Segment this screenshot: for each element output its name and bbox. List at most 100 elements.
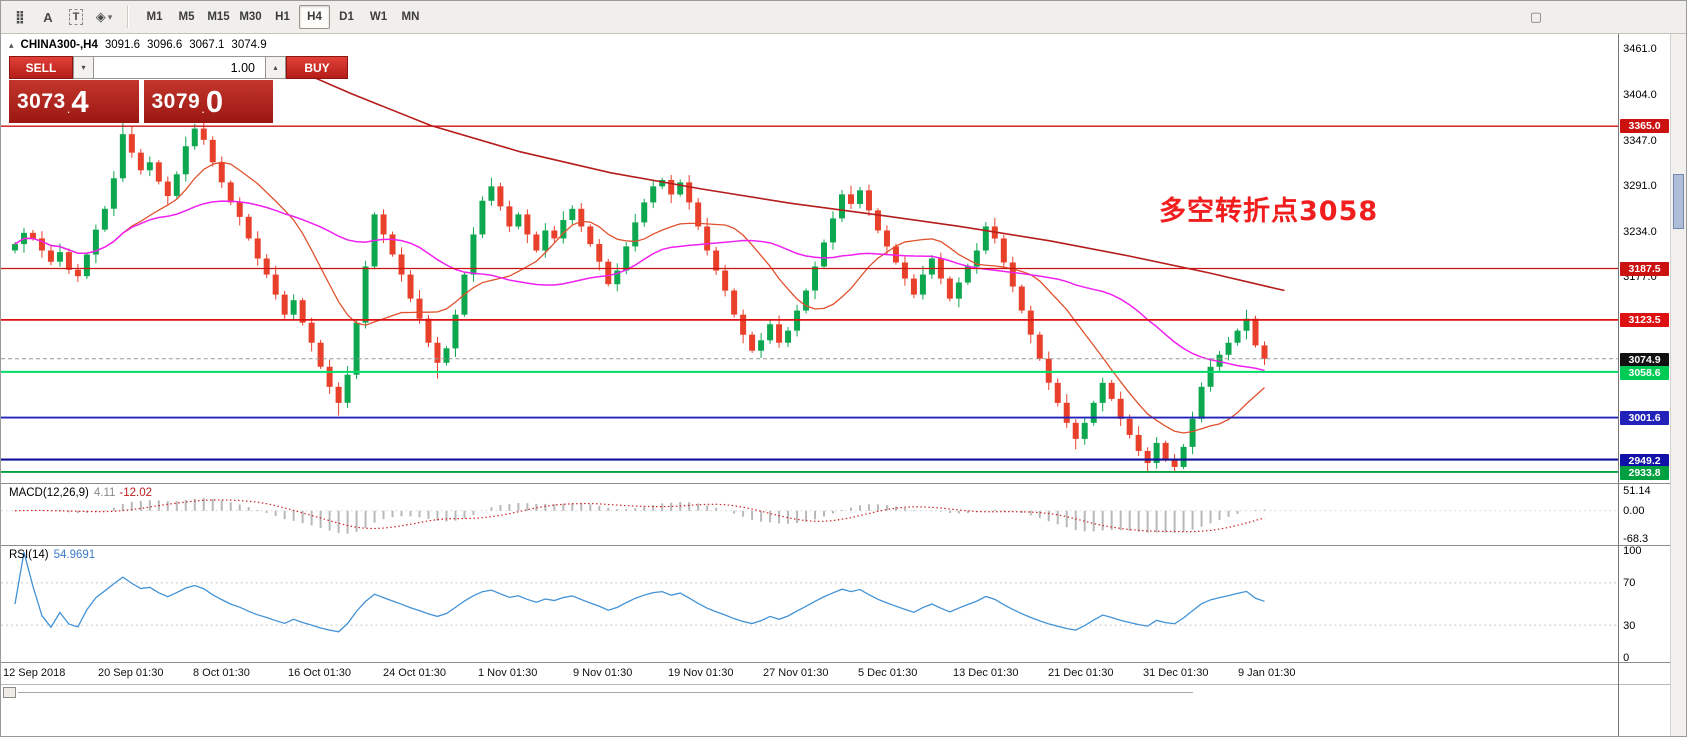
decimal-separator: .	[201, 101, 205, 116]
rsi-value: 54.9691	[54, 549, 96, 561]
price-axis-label: 3347.0	[1623, 135, 1657, 147]
time-axis-label: 31 Dec 01:30	[1143, 667, 1208, 679]
timeframe-mn-button[interactable]: MN	[395, 5, 426, 29]
time-axis-label: 1 Nov 01:30	[478, 667, 537, 679]
chevron-up-icon: ▴	[273, 63, 277, 72]
price-axis-main: 3461.03404.03347.03291.03234.03177.03365…	[1619, 34, 1670, 484]
volume-decrease-button[interactable]: ▾	[73, 56, 94, 79]
hscroll-thumb[interactable]	[3, 687, 16, 698]
price-badge: 3058.6	[1620, 366, 1669, 380]
time-axis-label: 21 Dec 01:30	[1048, 667, 1113, 679]
quote-high: 3096.6	[147, 39, 182, 51]
rsi-canvas[interactable]	[1, 546, 1618, 662]
timeframe-m15-button[interactable]: M15	[203, 5, 234, 29]
price-axis-label: 3461.0	[1623, 43, 1657, 55]
timeframe-h4-button[interactable]: H4	[299, 5, 330, 29]
macd-main-value: 4.11	[94, 487, 116, 499]
decimal-separator: .	[67, 101, 71, 116]
quote-bar: ▴ CHINA300-,H4 3091.6 3096.6 3067.1 3074…	[9, 39, 267, 51]
rsi-axis-label: 70	[1623, 577, 1635, 589]
price-axis-label: 3291.0	[1623, 180, 1657, 192]
macd-axis-label: -68.3	[1623, 533, 1648, 545]
text-tool-icon: T	[69, 9, 84, 25]
buy-price-display[interactable]: 3079.0	[144, 80, 274, 123]
mt4-window: ⣿AT◈▾ M1M5M15M30H1H4D1W1MN ▢ ▴ CHINA300-…	[0, 0, 1687, 737]
volume-input[interactable]	[94, 56, 265, 79]
macd-canvas[interactable]	[1, 484, 1618, 545]
rsi-panel: RSI(14)54.9691	[1, 546, 1618, 663]
label-a-icon-button[interactable]: A	[35, 5, 61, 29]
timeframes-toolbar: M1M5M15M30H1H4D1W1MN	[139, 5, 426, 29]
timeframe-m5-button[interactable]: M5	[171, 5, 202, 29]
buy-price-big-digit: 0	[206, 88, 223, 116]
price-badge: 3001.6	[1620, 411, 1669, 425]
time-axis-label: 13 Dec 01:30	[953, 667, 1018, 679]
macd-signal-value: -12.02	[119, 487, 152, 499]
rsi-axis: 100 70 30 0	[1619, 546, 1670, 663]
quote-close: 3074.9	[231, 39, 266, 51]
slow-ma-line	[15, 201, 1265, 370]
quote-open: 3091.6	[105, 39, 140, 51]
toolbar: ⣿ A T ◈▾ M1M5M15M30H1H4D1W1MN ▢	[1, 1, 1686, 34]
line-studies-toolbar: ⣿ A T ◈▾	[7, 5, 117, 29]
macd-axis: 51.140.00-68.3	[1619, 484, 1670, 546]
fast-ma-line	[15, 162, 1265, 433]
macd-axis-label: 0.00	[1623, 505, 1644, 517]
time-axis-label: 19 Nov 01:30	[668, 667, 733, 679]
rsi-axis-label: 100	[1623, 545, 1641, 557]
label-a-icon: A	[43, 10, 52, 25]
dashed-box-icon[interactable]: ▢	[1530, 9, 1542, 25]
time-axis-label: 5 Dec 01:30	[858, 667, 917, 679]
chart-plots: ▴ CHINA300-,H4 3091.6 3096.6 3067.1 3074…	[1, 34, 1618, 737]
vscroll-thumb[interactable]	[1673, 174, 1684, 229]
macd-panel: MACD(12,26,9)4.11-12.02	[1, 484, 1618, 546]
rsi-axis-label: 0	[1623, 652, 1629, 664]
macd-label: MACD(12,26,9)4.11-12.02	[9, 487, 152, 499]
toolbar-separator	[127, 6, 129, 28]
collapse-arrow-icon[interactable]: ▴	[9, 40, 14, 51]
price-badge: 2933.8	[1620, 466, 1669, 480]
sell-price-int: 3073	[17, 90, 66, 114]
grid-pattern-icon-button[interactable]: ⣿	[7, 5, 33, 29]
text-tool-icon-button[interactable]: T	[63, 5, 89, 29]
symbol-period-label: CHINA300-,H4	[21, 39, 98, 51]
price-badge: 3187.5	[1620, 262, 1669, 276]
price-axis: 3461.03404.03347.03291.03234.03177.03365…	[1618, 34, 1670, 737]
sell-price-big-digit: 4	[71, 88, 88, 116]
price-badge: 3123.5	[1620, 313, 1669, 327]
time-axis[interactable]: 12 Sep 201820 Sep 01:308 Oct 01:3016 Oct…	[1, 663, 1618, 685]
timeframe-m30-button[interactable]: M30	[235, 5, 266, 29]
timeframe-w1-button[interactable]: W1	[363, 5, 394, 29]
rsi-line	[15, 552, 1265, 631]
shapes-tool-icon-button[interactable]: ◈▾	[91, 5, 117, 29]
rsi-label: RSI(14)54.9691	[9, 549, 95, 561]
shapes-tool-icon: ◈	[96, 9, 106, 25]
time-axis-label: 24 Oct 01:30	[383, 667, 446, 679]
price-axis-label: 3404.0	[1623, 89, 1657, 101]
time-axis-label: 20 Sep 01:30	[98, 667, 163, 679]
chevron-down-icon: ▾	[81, 63, 85, 72]
sell-button[interactable]: SELL	[9, 56, 73, 79]
macd-histogram	[15, 498, 1265, 534]
time-axis-label: 16 Oct 01:30	[288, 667, 351, 679]
timeframe-d1-button[interactable]: D1	[331, 5, 362, 29]
hscroll-track	[18, 692, 1193, 693]
chart-annotation: 多空转折点3058	[1159, 189, 1378, 228]
grid-pattern-icon: ⣿	[15, 9, 25, 25]
vertical-scrollbar[interactable]	[1670, 34, 1686, 737]
price-badge: 3365.0	[1620, 119, 1669, 133]
time-axis-label: 12 Sep 2018	[3, 667, 65, 679]
horizontal-levels	[1, 126, 1618, 472]
price-badge: 3074.9	[1620, 353, 1669, 367]
time-axis-label: 27 Nov 01:30	[763, 667, 828, 679]
sell-price-display[interactable]: 3073.4	[9, 80, 139, 123]
buy-button[interactable]: BUY	[286, 56, 348, 79]
rsi-axis-label: 30	[1623, 620, 1635, 632]
timeframe-m1-button[interactable]: M1	[139, 5, 170, 29]
time-axis-label: 9 Jan 01:30	[1238, 667, 1296, 679]
time-axis-label: 9 Nov 01:30	[573, 667, 632, 679]
macd-signal-line	[15, 500, 1265, 532]
timeframe-h1-button[interactable]: H1	[267, 5, 298, 29]
chevron-down-icon: ▾	[108, 12, 113, 23]
volume-increase-button[interactable]: ▴	[265, 56, 286, 79]
